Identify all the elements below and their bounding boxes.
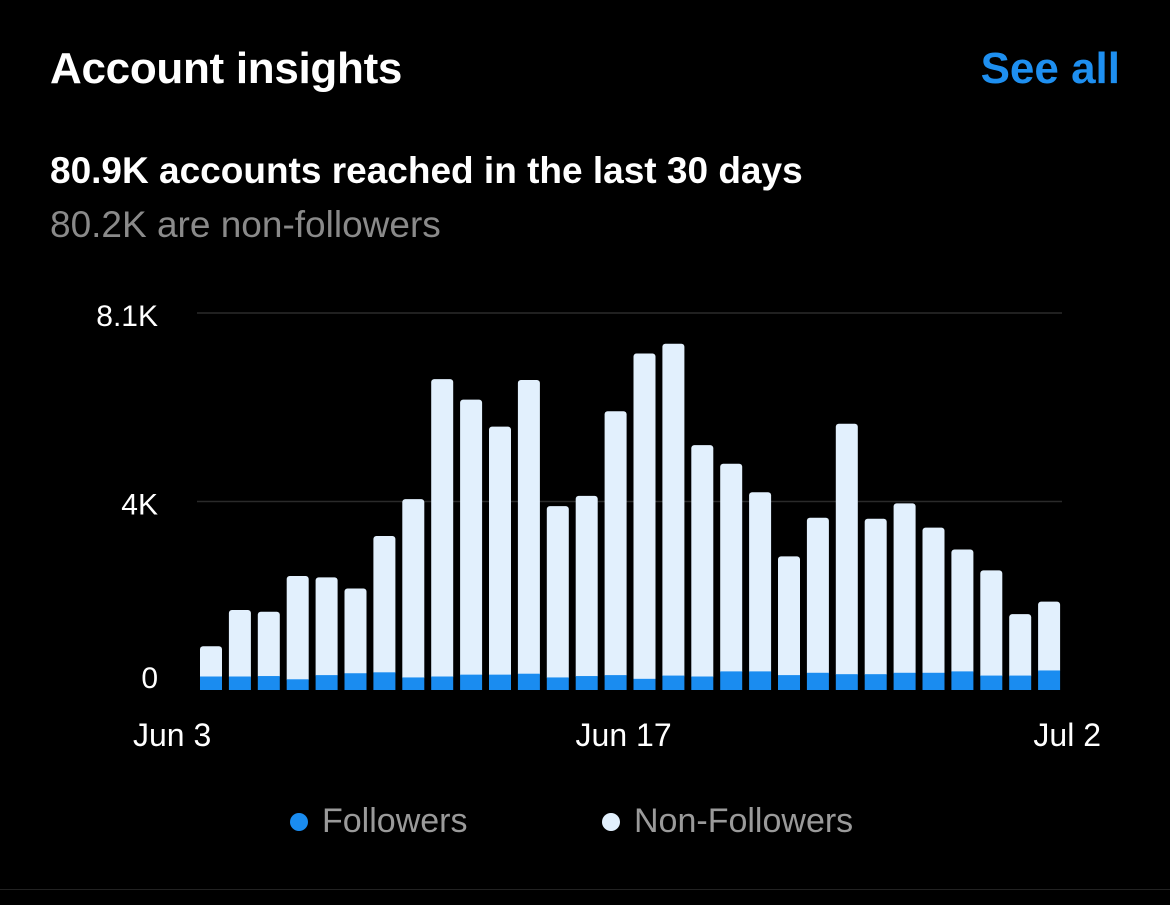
bar-non-followers (315, 577, 338, 679)
bar-non-followers (1009, 614, 1032, 679)
bar-followers (893, 672, 916, 690)
bar-followers (922, 672, 945, 690)
followers-dot-icon (290, 812, 308, 831)
x-axis-ticks: Jun 3 Jun 17 Jul 2 (133, 717, 1101, 753)
bar-non-followers (460, 399, 483, 678)
reach-bar-chart: 0 4K 8.1K Jun 3 Jun 17 Jul 2 (96, 300, 1101, 753)
bar-followers (228, 676, 251, 690)
bar-non-followers (1038, 601, 1061, 674)
y-tick-label: 4K (121, 489, 158, 522)
legend-non-followers: Non-Followers (602, 802, 853, 841)
bar-non-followers (806, 517, 829, 676)
non-followers-dot-icon (602, 812, 620, 831)
bar-non-followers (604, 411, 627, 679)
x-tick-label: Jun 3 (133, 717, 211, 753)
y-axis-ticks: 0 4K 8.1K (96, 300, 158, 695)
bar-non-followers (662, 343, 685, 679)
bar-followers (373, 672, 396, 690)
bar-followers (286, 679, 309, 690)
chart-bars (200, 343, 1061, 690)
bar-non-followers (575, 495, 598, 680)
bar-followers (951, 671, 974, 690)
bar-followers (806, 672, 829, 690)
bar-followers (778, 675, 800, 690)
bar-followers (749, 671, 772, 690)
bar-followers (344, 673, 367, 690)
bar-non-followers (633, 353, 656, 682)
bar-followers (257, 676, 280, 690)
bar-non-followers (257, 611, 280, 680)
legend-followers-label: Followers (322, 802, 468, 840)
bar-followers (633, 678, 656, 690)
bar-non-followers (720, 463, 743, 675)
accounts-reached-headline: 80.9K accounts reached in the last 30 da… (50, 150, 803, 191)
bar-non-followers (431, 379, 454, 680)
bar-non-followers (749, 492, 772, 675)
bar-non-followers (980, 570, 1003, 679)
chart-gridlines (197, 312, 1062, 503)
bar-non-followers (922, 527, 945, 676)
bar-non-followers (691, 445, 714, 680)
bar-followers (200, 676, 222, 690)
bar-non-followers (951, 549, 974, 675)
bar-non-followers (286, 575, 309, 683)
bar-non-followers (344, 588, 367, 677)
legend-non-followers-label: Non-Followers (634, 802, 854, 840)
bar-non-followers (864, 518, 887, 678)
bar-followers (1038, 670, 1061, 690)
bar-followers (604, 675, 627, 690)
y-tick-label: 8.1K (96, 300, 158, 333)
bar-followers (835, 674, 858, 690)
bar-non-followers (546, 506, 569, 681)
bar-followers (489, 674, 511, 690)
bar-followers (1009, 675, 1032, 690)
legend-followers: Followers (290, 802, 467, 841)
bar-followers (315, 675, 338, 690)
bar-followers (980, 675, 1003, 690)
bar-followers (864, 674, 887, 690)
bar-non-followers (893, 503, 916, 676)
bar-followers (575, 676, 598, 690)
bar-non-followers (489, 426, 511, 678)
bar-non-followers (778, 556, 800, 679)
bar-non-followers (228, 609, 251, 680)
bar-followers (691, 676, 714, 690)
bar-followers (431, 676, 454, 690)
bar-non-followers (835, 423, 858, 678)
bar-non-followers (402, 499, 425, 681)
bar-followers (662, 675, 685, 690)
bottom-divider (0, 889, 1170, 890)
bar-followers (546, 677, 569, 690)
non-followers-subline: 80.2K are non-followers (50, 204, 441, 245)
bar-followers (402, 677, 425, 690)
bar-non-followers (517, 380, 540, 677)
bar-non-followers (373, 535, 396, 676)
bar-followers (517, 673, 540, 690)
y-tick-label: 0 (141, 662, 158, 695)
chart-legend: Followers Non-Followers (0, 802, 1170, 852)
x-tick-label: Jun 17 (576, 717, 672, 753)
section-title: Account insights (50, 44, 403, 93)
bar-followers (460, 674, 483, 690)
bar-non-followers (200, 646, 222, 680)
x-tick-label: Jul 2 (1033, 717, 1101, 753)
see-all-link[interactable]: See all (980, 44, 1120, 93)
insights-header: Account insights See all (50, 44, 1120, 104)
bar-followers (720, 671, 743, 690)
